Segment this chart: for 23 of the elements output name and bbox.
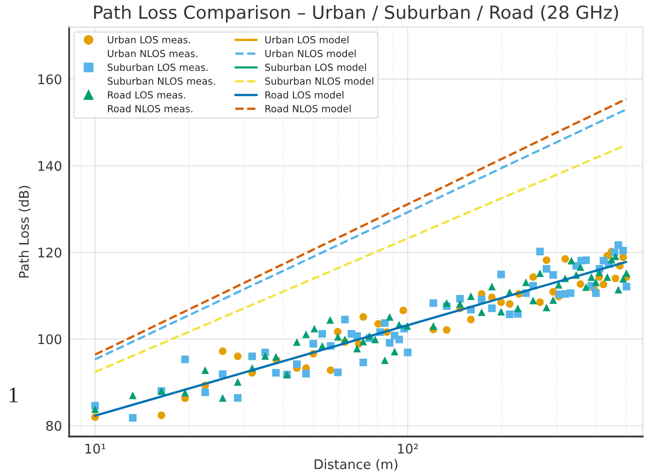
legend-label: Urban LOS model xyxy=(265,36,348,44)
chart-title: Path Loss Comparison – Urban / Suburban / Road (28 GHz) xyxy=(94,5,618,23)
y-tick-label: 140 xyxy=(38,160,62,171)
legend-label: Road LOS meas. xyxy=(108,91,186,99)
legend-label: Urban LOS meas. xyxy=(108,36,190,44)
legend-label: Suburban NLOS model xyxy=(265,77,374,85)
text: Road NLOS meas. xyxy=(108,104,192,112)
legend-label: Suburban LOS model xyxy=(265,63,366,71)
text: Suburban NLOS meas. xyxy=(108,77,215,85)
text: 1 xyxy=(10,388,18,402)
x-tick-label: 10¹ xyxy=(85,444,106,454)
y-tick-label: 160 xyxy=(38,74,62,84)
legend-label: Suburban LOS meas. xyxy=(108,63,208,71)
x-tick-label: 10² xyxy=(398,444,418,454)
legend-label: Road LOS model xyxy=(265,91,344,99)
y-tick-label: 80 xyxy=(46,420,62,431)
text: Urban NLOS meas. xyxy=(108,50,198,58)
legend-label: Urban NLOS model xyxy=(265,50,356,58)
y-tick-label: 100 xyxy=(38,334,62,344)
legend-label: Road NLOS model xyxy=(265,104,351,112)
y-axis-title: Path Loss (dB) xyxy=(18,186,30,278)
y-tick-label: 120 xyxy=(38,248,62,258)
x-axis-title: Distance (m) xyxy=(314,458,398,471)
